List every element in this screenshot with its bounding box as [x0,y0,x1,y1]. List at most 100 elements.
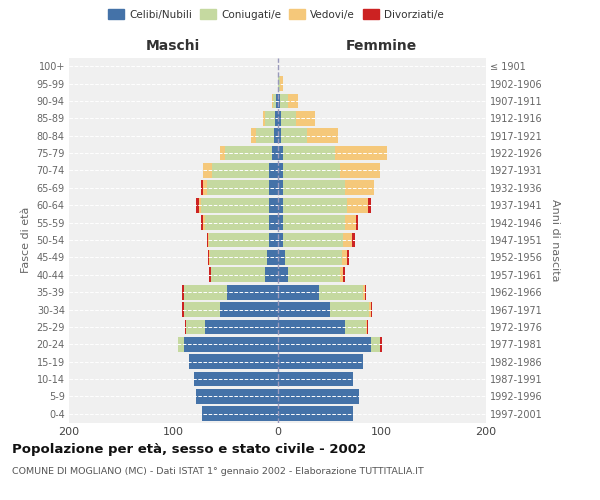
Bar [342,250,347,265]
Bar [335,146,387,160]
Bar [367,320,368,334]
Bar [263,111,265,126]
Bar [277,250,285,265]
Bar [209,250,210,265]
Bar [265,268,277,282]
Bar [277,94,280,108]
Bar [208,250,209,265]
Bar [319,285,363,300]
Bar [272,94,274,108]
Bar [296,111,315,126]
Bar [288,94,298,108]
Bar [269,215,277,230]
Y-axis label: Fasce di età: Fasce di età [21,207,31,273]
Bar [277,198,283,212]
Bar [186,320,205,334]
Bar [277,354,363,369]
Bar [285,250,342,265]
Bar [269,180,277,195]
Bar [206,180,269,195]
Bar [272,146,277,160]
Bar [220,146,226,160]
Bar [277,146,283,160]
Bar [209,268,211,282]
Bar [343,232,352,248]
Bar [211,268,265,282]
Bar [277,163,283,178]
Bar [366,320,367,334]
Legend: Celibi/Nubili, Coniugati/e, Vedovi/e, Divorziati/e: Celibi/Nubili, Coniugati/e, Vedovi/e, Di… [104,5,448,24]
Text: Popolazione per età, sesso e stato civile - 2002: Popolazione per età, sesso e stato civil… [12,442,366,456]
Bar [371,337,380,351]
Bar [283,215,345,230]
Bar [196,389,277,404]
Bar [202,215,203,230]
Bar [380,337,382,351]
Bar [347,198,368,212]
Bar [371,302,373,317]
Bar [356,215,358,230]
Bar [269,163,277,178]
Text: Femmine: Femmine [346,38,418,52]
Bar [205,215,269,230]
Bar [277,389,359,404]
Bar [256,128,274,143]
Bar [220,302,277,317]
Bar [274,128,277,143]
Bar [281,111,296,126]
Bar [178,337,184,351]
Bar [283,198,347,212]
Bar [283,232,343,248]
Bar [202,180,203,195]
Text: COMUNE DI MOGLIANO (MC) - Dati ISTAT 1° gennaio 2002 - Elaborazione TUTTITALIA.I: COMUNE DI MOGLIANO (MC) - Dati ISTAT 1° … [12,468,424,476]
Bar [209,232,269,248]
Bar [352,232,355,248]
Text: Maschi: Maschi [146,38,200,52]
Bar [184,302,220,317]
Bar [277,180,283,195]
Bar [182,302,184,317]
Bar [365,285,366,300]
Bar [277,128,281,143]
Bar [345,180,374,195]
Bar [277,111,281,126]
Bar [275,111,277,126]
Bar [269,198,277,212]
Bar [340,268,343,282]
Bar [288,268,340,282]
Bar [345,215,356,230]
Bar [208,232,209,248]
Bar [205,320,277,334]
Bar [227,285,277,300]
Bar [283,180,345,195]
Bar [280,94,288,108]
Bar [203,163,212,178]
Bar [329,302,369,317]
Bar [281,128,307,143]
Bar [202,198,269,212]
Bar [347,250,349,265]
Bar [280,76,283,91]
Bar [277,285,319,300]
Bar [277,302,329,317]
Bar [283,146,335,160]
Bar [210,250,267,265]
Bar [206,232,208,248]
Bar [274,94,277,108]
Bar [226,146,272,160]
Bar [277,406,353,421]
Bar [184,285,227,300]
Bar [251,128,256,143]
Bar [277,320,345,334]
Bar [307,128,338,143]
Bar [269,232,277,248]
Bar [212,163,269,178]
Bar [202,406,277,421]
Bar [368,198,371,212]
Bar [184,337,277,351]
Bar [182,285,184,300]
Bar [277,268,288,282]
Bar [369,302,371,317]
Bar [185,320,186,334]
Bar [343,268,345,282]
